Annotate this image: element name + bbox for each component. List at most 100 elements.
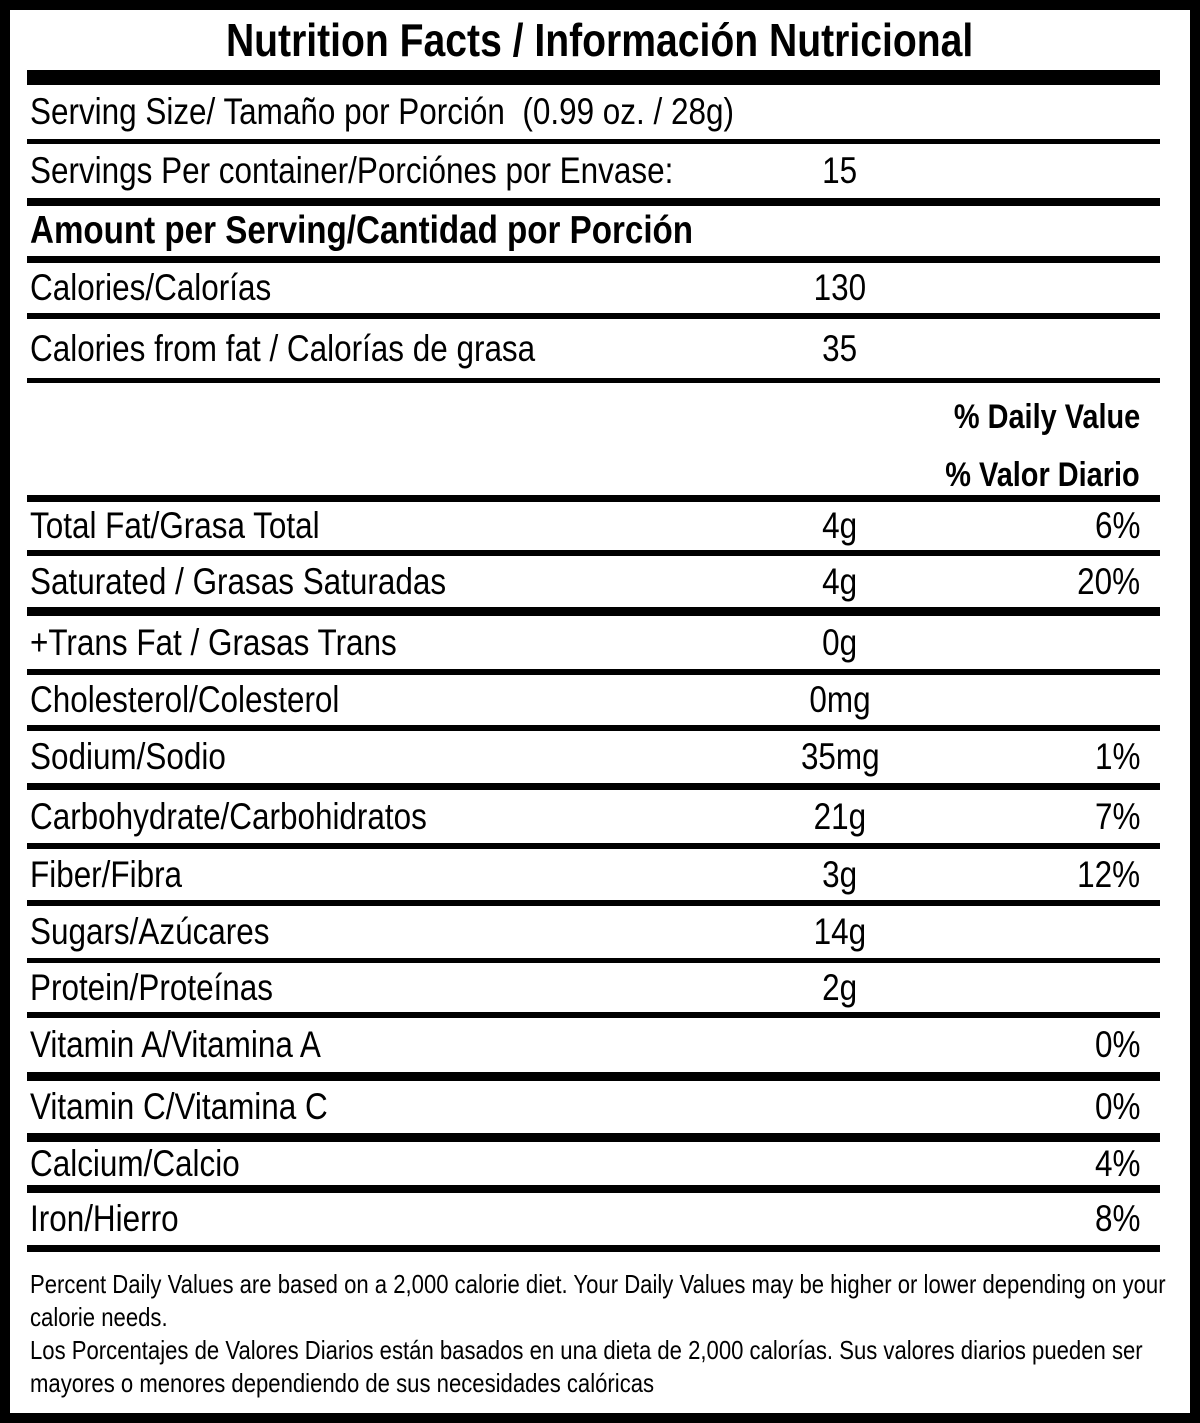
amount-per-serving-header-row: Amount per Serving/Cantidad por Porción — [10, 206, 1190, 256]
nutrient-label-cell: +Trans Fat / Grasas Trans — [10, 622, 461, 664]
footnote-line: Los Porcentajes de Valores Diarios están… — [30, 1334, 1170, 1367]
nutrient-label: Saturated / Grasas Saturadas — [30, 560, 447, 602]
nutrient-amount: 4g — [822, 505, 858, 546]
nutrient-amount-cell: 4g — [650, 502, 1030, 550]
calories-from-fat-cell: Calories from fat / Calorías de grasa — [10, 328, 624, 370]
servings-per-container-value-cell: 15 — [650, 144, 1030, 198]
nutrient-amount-cell: 4g — [650, 556, 1030, 607]
divider — [27, 900, 1160, 906]
nutrient-daily-value: 0% — [1094, 1086, 1140, 1127]
servings-per-container-row: Servings Per container/Porciónes por Env… — [10, 144, 1190, 198]
nutrient-label: Protein/Proteínas — [30, 966, 274, 1008]
servings-per-container-cell: Servings Per container/Porciónes por Env… — [10, 150, 787, 192]
divider — [27, 1133, 1160, 1142]
servings-per-container-value: 15 — [822, 150, 858, 191]
divider — [27, 725, 1160, 731]
nutrient-label: Vitamin C/Vitamina C — [30, 1086, 328, 1127]
nutrient-label-cell: Vitamin C/Vitamina C — [10, 1086, 380, 1128]
nutrient-label-cell: Saturated / Grasas Saturadas — [10, 561, 520, 603]
nutrient-label: Vitamin A/Vitamina A — [30, 1024, 321, 1065]
nutrient-amount: 0mg — [809, 679, 871, 720]
nutrient-row-iron: Iron/Hierro 8% — [10, 1193, 1190, 1245]
nutrient-dv-cell: 0% — [1087, 1081, 1140, 1133]
divider — [27, 550, 1160, 556]
nutrient-amount: 21g — [813, 795, 867, 837]
divider — [27, 783, 1160, 790]
nutrient-amount-cell: 35mg — [650, 731, 1030, 783]
nutrient-amount: 3g — [822, 853, 858, 895]
footnote-text-es-2: mayores o menores dependiendo de sus nec… — [30, 1368, 655, 1398]
serving-size-row: Serving Size/ Tamaño por Porción (0.99 o… — [10, 85, 1190, 139]
divider — [27, 669, 1160, 675]
nutrient-row-total-fat: Total Fat/Grasa Total 4g 6% — [10, 502, 1190, 550]
nutrient-label-cell: Vitamin A/Vitamina A — [10, 1024, 372, 1066]
nutrient-dv-cell: 7% — [1087, 790, 1140, 843]
nutrient-amount-cell: 0mg — [650, 675, 1030, 725]
nutrient-label-cell: Cholesterol/Colesterol — [10, 679, 394, 721]
nutrient-label: Carbohydrate/Carbohidratos — [30, 795, 427, 837]
calories-label: Calories/Calorías — [30, 267, 272, 308]
label-title: Nutrition Facts / Información Nutriciona… — [226, 14, 974, 66]
nutrient-daily-value: 4% — [1094, 1142, 1140, 1184]
footnote-text-es-1: Los Porcentajes de Valores Diarios están… — [30, 1335, 1143, 1365]
divider — [27, 1245, 1160, 1252]
divider — [27, 198, 1160, 206]
footnote-text-en-1: Percent Daily Values are based on a 2,00… — [30, 1269, 1166, 1299]
nutrient-daily-value: 8% — [1094, 1198, 1140, 1239]
footnote-line: Percent Daily Values are based on a 2,00… — [30, 1268, 1170, 1301]
divider — [27, 843, 1160, 849]
footnote-block: Percent Daily Values are based on a 2,00… — [10, 1252, 1190, 1400]
amount-per-serving-header: Amount per Serving/Cantidad por Porción — [30, 209, 694, 252]
calories-from-fat-value: 35 — [822, 327, 858, 369]
nutrient-label-cell: Sodium/Sodio — [10, 736, 260, 778]
nutrient-daily-value: 7% — [1094, 795, 1140, 837]
divider — [27, 256, 1160, 263]
nutrient-label-cell: Fiber/Fibra — [10, 854, 209, 896]
nutrient-amount-cell: 3g — [650, 849, 1030, 900]
nutrient-amount: 0g — [822, 621, 858, 663]
nutrient-dv-cell: 1% — [1087, 731, 1140, 783]
footnote-text-en-2: calorie needs. — [30, 1302, 168, 1332]
nutrient-daily-value: 6% — [1094, 505, 1140, 546]
nutrient-amount: 4g — [822, 560, 858, 602]
nutrient-label: Iron/Hierro — [30, 1198, 179, 1239]
calories-row: Calories/Calorías 130 — [10, 263, 1190, 313]
nutrient-row-protein: Protein/Proteínas 2g — [10, 963, 1190, 1012]
nutrient-daily-value: 0% — [1094, 1024, 1140, 1065]
daily-value-header-block: % Daily Value % Valor Diario — [10, 383, 1190, 495]
nutrient-label-cell: Sugars/Azúcares — [10, 911, 312, 953]
nutrient-label: Sugars/Azúcares — [30, 911, 270, 952]
daily-value-header-en: % Daily Value — [953, 397, 1140, 436]
divider — [27, 1012, 1160, 1018]
nutrient-amount-cell: 0g — [650, 616, 1030, 669]
serving-size-cell: Serving Size/ Tamaño por Porción (0.99 o… — [10, 91, 858, 133]
nutrient-dv-cell: 20% — [1066, 556, 1140, 607]
nutrient-row-sugars: Sugars/Azúcares 14g — [10, 906, 1190, 958]
nutrient-dv-cell: 4% — [1087, 1142, 1140, 1185]
nutrient-row-calcium: Calcium/Calcio 4% — [10, 1142, 1190, 1185]
nutrient-dv-cell: 0% — [1087, 1018, 1140, 1072]
title-divider-bar — [27, 70, 1160, 85]
daily-value-header-es: % Valor Diario — [945, 455, 1140, 494]
footnote-line: calorie needs. — [30, 1301, 1170, 1334]
divider — [27, 1072, 1160, 1081]
footnote-line: mayores o menores dependiendo de sus nec… — [30, 1367, 1170, 1400]
nutrient-amount: 2g — [822, 966, 858, 1008]
nutrient-row-sodium: Sodium/Sodio 35mg 1% — [10, 731, 1190, 783]
daily-value-header-gap — [10, 437, 1190, 455]
nutrient-row-vitamin-a: Vitamin A/Vitamina A 0% — [10, 1018, 1190, 1072]
nutrient-amount: 35mg — [800, 736, 880, 777]
nutrient-label: +Trans Fat / Grasas Trans — [30, 621, 397, 663]
nutrient-label-cell: Protein/Proteínas — [10, 967, 316, 1009]
nutrient-row-vitamin-c: Vitamin C/Vitamina C 0% — [10, 1081, 1190, 1133]
nutrient-label-cell: Calcium/Calcio — [10, 1143, 277, 1185]
calories-value-cell: 130 — [650, 263, 1030, 313]
nutrient-amount-cell: 2g — [650, 963, 1030, 1012]
nutrient-label-cell: Carbohydrate/Carbohidratos — [10, 796, 497, 838]
nutrient-row-saturated-fat: Saturated / Grasas Saturadas 4g 20% — [10, 556, 1190, 607]
calories-from-fat-label: Calories from fat / Calorías de grasa — [30, 327, 536, 369]
nutrient-label-cell: Iron/Hierro — [10, 1198, 205, 1240]
calories-value: 130 — [813, 267, 867, 308]
nutrient-daily-value: 20% — [1077, 560, 1140, 602]
